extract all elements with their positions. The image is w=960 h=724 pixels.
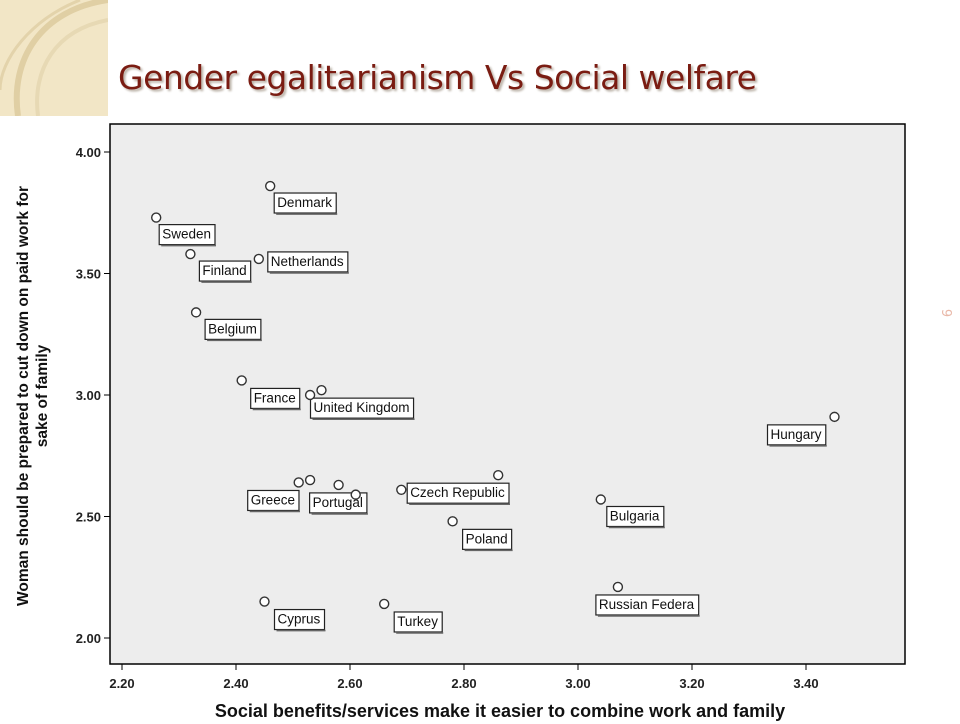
point-label-text: Hungary [771,427,822,442]
point-label: Greece [247,489,300,513]
point-label: Belgium [204,318,262,342]
x-tick-label: 2.40 [223,676,248,691]
point-label-text: Denmark [277,195,332,210]
point-label-text: Finland [202,263,246,278]
slide-title: Gender egalitarianism Vs Social welfare [118,58,757,97]
point-label: Russian Federa [595,594,700,617]
point-label-text: Greece [251,492,295,507]
point-label-box [606,505,665,528]
point-label: Sweden [158,224,216,247]
y-tick-label: 2.50 [76,510,101,525]
y-tick-label: 4.00 [76,145,101,160]
x-tick-label: 3.00 [565,676,590,691]
data-point [190,307,202,318]
point-label-box [267,251,349,273]
x-tick-label: 3.40 [793,676,818,691]
point-label: Turkey [393,611,444,634]
point-label: France [250,387,301,411]
point-label: Netherlands [267,251,349,274]
point-label-box [273,192,337,214]
data-point [829,411,840,423]
plot-area [109,123,906,665]
point-label-text: Cyprus [278,612,321,627]
point-label: Finland [198,260,252,283]
data-point [612,581,624,593]
y-axis-title: Woman should be prepared to cut down on … [15,186,51,606]
data-point [259,596,270,607]
data-point [304,474,316,486]
point-label-text: Turkey [397,614,438,629]
point-label-text: Belgium [208,321,257,336]
point-label-text: France [254,390,296,405]
point-label-text: Sweden [162,227,211,242]
data-point [316,384,327,396]
decorative-swirl-icon [0,0,108,116]
data-point [493,469,504,481]
point-label-box [595,594,700,616]
point-label-text: Bulgaria [610,508,660,523]
point-label-box [309,397,415,419]
point-label-text: Czech Republic [410,485,505,500]
point-label-box [393,611,443,633]
x-axis-title: Social benefits/services make it easier … [215,701,785,721]
data-point [236,375,247,386]
point-label-box [247,489,300,512]
data-point [447,516,458,527]
data-point [253,253,264,265]
point-label-box [198,260,252,282]
point-label-box [406,482,510,504]
x-tick-label: 2.80 [451,676,476,691]
data-point [396,484,407,495]
point-label: Czech Republic [406,482,510,505]
point-label-box [204,318,262,340]
data-point [150,212,162,223]
data-point [185,248,196,260]
x-tick-label: 2.20 [109,676,134,691]
data-point [350,489,361,500]
y-tick-label: 3.50 [76,267,101,282]
point-label-text: Portugal [313,495,363,510]
point-label: Bulgaria [606,505,665,529]
point-label: Cyprus [273,608,326,632]
point-label-text: Poland [466,531,508,546]
data-point [379,598,390,610]
point-label-box [462,528,513,550]
data-point [293,477,304,488]
data-point [333,479,344,491]
data-point [304,389,316,401]
data-point [595,494,606,505]
point-label: United Kingdom [309,397,415,420]
point-label-box [158,224,216,246]
point-label-text: Netherlands [271,254,344,269]
point-label: Poland [462,528,513,552]
point-label: Hungary [766,424,827,447]
y-tick-label: 3.00 [76,388,101,403]
point-label-box [250,387,301,410]
point-label-box [766,424,827,446]
corner-decoration [0,0,108,116]
data-point [265,180,276,192]
x-tick-label: 2.60 [337,676,362,691]
x-tick-label: 3.20 [679,676,704,691]
point-label-text: Russian Federa [599,597,695,612]
point-label-text: United Kingdom [314,400,410,415]
point-label: Denmark [273,192,338,215]
point-label-box [273,608,326,631]
y-tick-label: 2.00 [76,631,101,646]
